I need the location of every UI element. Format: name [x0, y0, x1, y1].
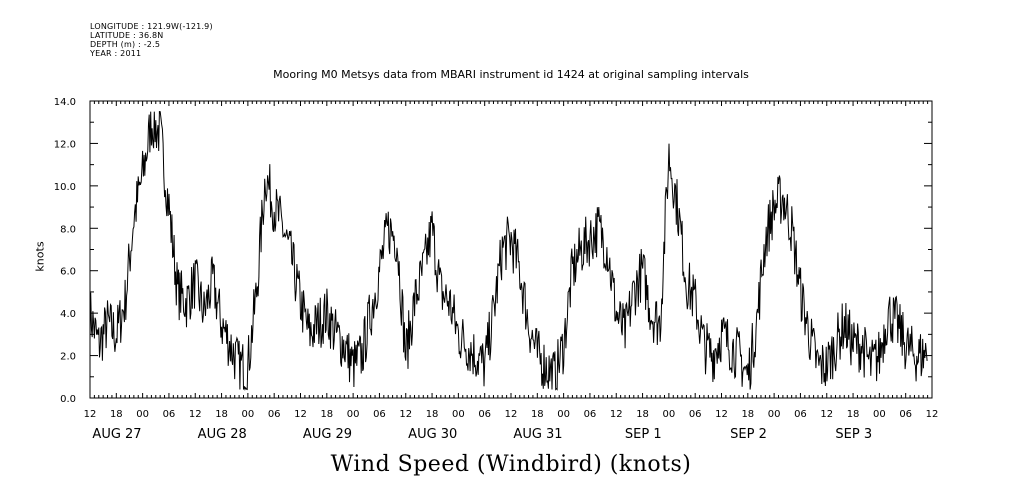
x-hour-label: 12	[399, 409, 412, 420]
x-hour-label: 12	[294, 409, 307, 420]
x-hour-label: 12	[926, 409, 939, 420]
x-hour-label: 18	[110, 409, 123, 420]
x-hour-label: 00	[452, 409, 465, 420]
x-hour-label: 12	[84, 409, 97, 420]
y-tick-label: 14.0	[54, 97, 76, 108]
x-day-label: SEP 2	[730, 427, 767, 442]
x-hour-label: 12	[715, 409, 728, 420]
depth-label: DEPTH (m) : -2.5	[90, 40, 161, 49]
x-hour-label: 06	[163, 409, 176, 420]
x-hour-label: 12	[610, 409, 623, 420]
y-tick-label: 6.0	[60, 267, 76, 278]
y-tick-label: 2.0	[60, 352, 76, 363]
x-hour-label: 06	[478, 409, 491, 420]
x-hour-label: 06	[373, 409, 386, 420]
x-hour-label: 12	[189, 409, 202, 420]
x-day-label: AUG 29	[303, 427, 352, 442]
x-hour-label: 06	[899, 409, 912, 420]
y-tick-label: 0.0	[60, 394, 76, 405]
x-day-label: SEP 3	[835, 427, 872, 442]
x-hour-label: 18	[215, 409, 228, 420]
x-hour-label: 18	[426, 409, 439, 420]
x-day-label: AUG 27	[92, 427, 141, 442]
x-hour-label: 18	[741, 409, 754, 420]
y-axis-label: knots	[33, 241, 47, 272]
latitude-label: LATITUDE : 36.8N	[90, 31, 164, 40]
x-hour-label: 18	[320, 409, 333, 420]
y-tick-label: 10.0	[54, 182, 76, 193]
x-hour-label: 00	[347, 409, 360, 420]
x-hour-label: 18	[847, 409, 860, 420]
year-label: YEAR : 2011	[90, 49, 142, 58]
y-tick-label: 12.0	[54, 139, 76, 150]
x-hour-label: 06	[689, 409, 702, 420]
x-hour-label: 00	[136, 409, 149, 420]
x-hour-label: 00	[242, 409, 255, 420]
chart-title: Mooring M0 Metsys data from MBARI instru…	[273, 68, 749, 81]
x-hour-label: 12	[505, 409, 518, 420]
y-tick-label: 4.0	[60, 309, 76, 320]
x-day-label: SEP 1	[625, 427, 662, 442]
x-axis-label: Wind Speed (Windbird) (knots)	[330, 452, 692, 477]
x-hour-label: 06	[584, 409, 597, 420]
x-hour-label: 00	[557, 409, 570, 420]
longitude-label: LONGITUDE : 121.9W(-121.9)	[90, 22, 213, 31]
x-hour-label: 00	[768, 409, 781, 420]
x-day-label: AUG 31	[513, 427, 562, 442]
x-day-label: AUG 28	[198, 427, 247, 442]
x-day-label: AUG 30	[408, 427, 457, 442]
x-hour-label: 06	[268, 409, 281, 420]
x-hour-label: 00	[873, 409, 886, 420]
x-hour-label: 18	[636, 409, 649, 420]
y-tick-label: 8.0	[60, 224, 76, 235]
x-hour-label: 18	[531, 409, 544, 420]
x-hour-label: 06	[794, 409, 807, 420]
wind-speed-series-line	[89, 111, 928, 391]
x-hour-label: 00	[663, 409, 676, 420]
x-hour-label: 12	[820, 409, 833, 420]
